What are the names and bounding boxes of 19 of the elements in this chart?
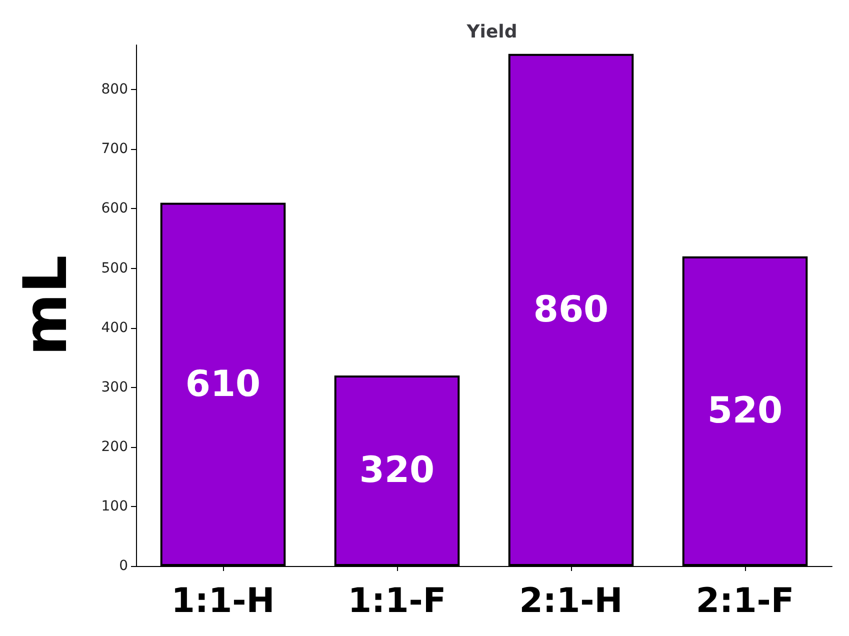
x-tick-label: 2:1-F bbox=[696, 581, 794, 621]
chart-title: Yield bbox=[466, 22, 518, 42]
y-tick-label: 200 bbox=[101, 438, 128, 455]
y-tick-label: 0 bbox=[119, 558, 128, 574]
data-label: 520 bbox=[707, 390, 783, 432]
y-tick-label: 500 bbox=[101, 260, 128, 276]
y-tick-label: 600 bbox=[101, 200, 128, 217]
data-label: 320 bbox=[359, 450, 435, 492]
y-tick-label: 800 bbox=[101, 82, 128, 98]
y-tick-label: 400 bbox=[101, 320, 128, 336]
y-tick-label: 100 bbox=[101, 498, 128, 514]
y-tick-label: 300 bbox=[101, 379, 128, 396]
y-axis-title: mL bbox=[11, 255, 81, 356]
x-tick-label: 2:1-H bbox=[519, 581, 623, 621]
data-label: 860 bbox=[533, 289, 609, 330]
x-tick-label: 1:1-H bbox=[171, 581, 275, 621]
x-tick-label: 1:1-F bbox=[348, 581, 446, 621]
y-tick-label: 700 bbox=[101, 141, 128, 158]
data-label: 610 bbox=[185, 364, 261, 405]
